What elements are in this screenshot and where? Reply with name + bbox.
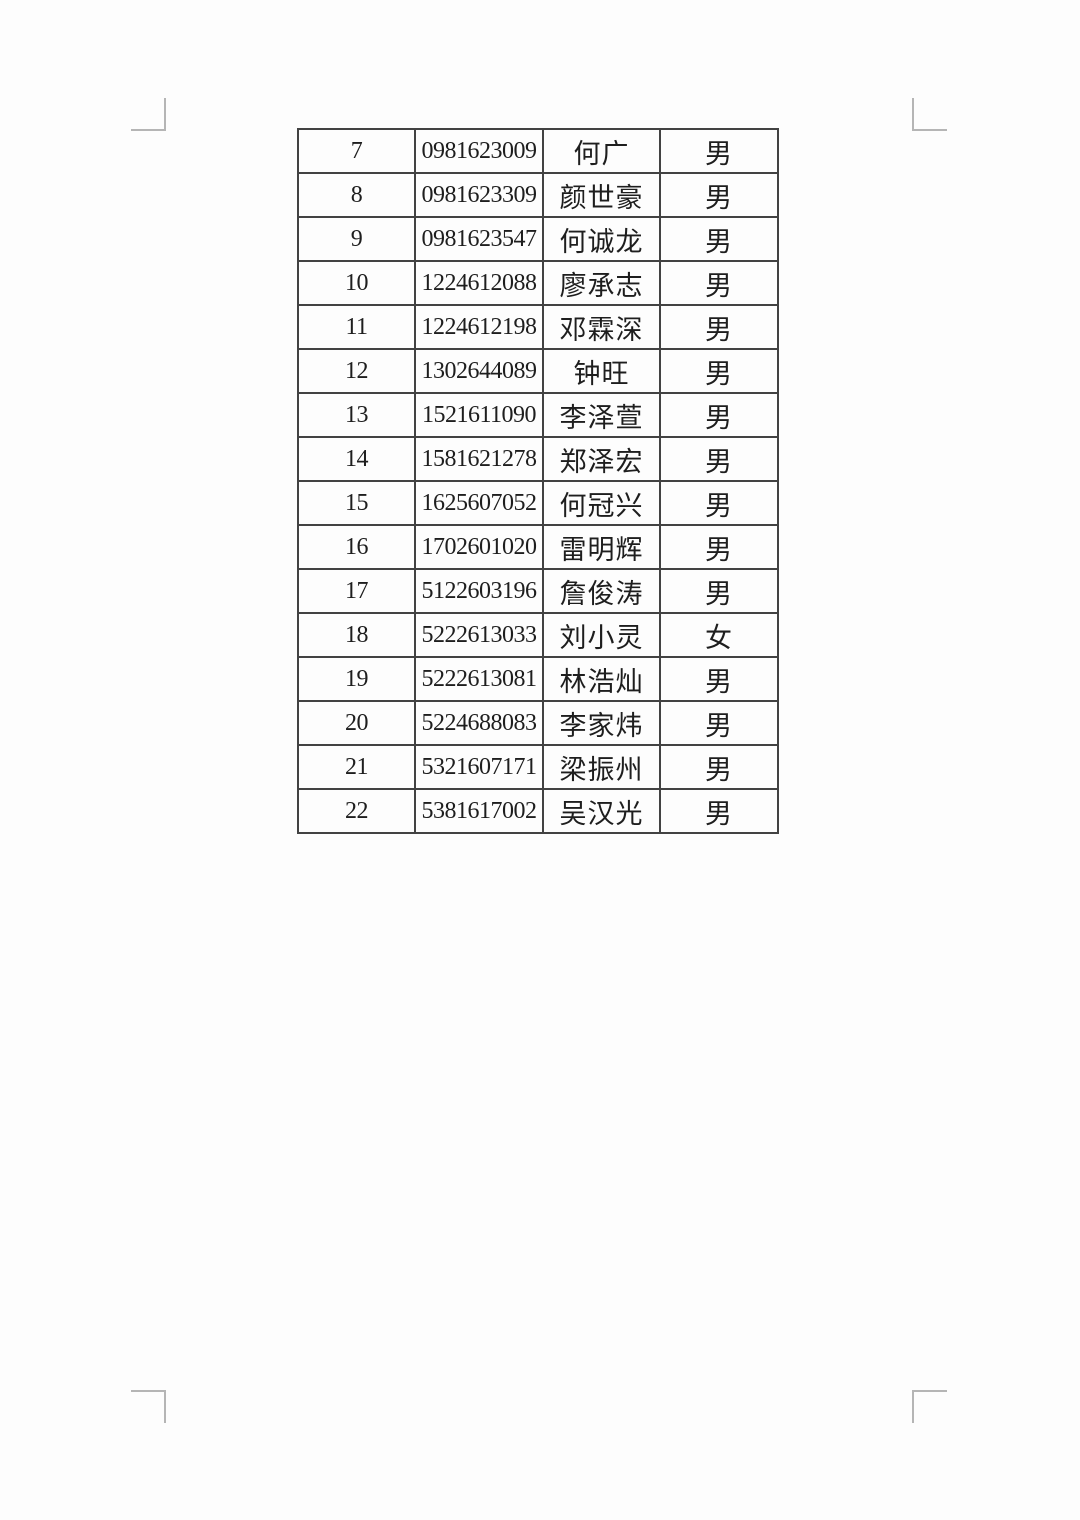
cell-student-id: 1302644089 xyxy=(414,348,544,394)
cell-student-id: 1521611090 xyxy=(414,392,544,438)
cell-index: 18 xyxy=(297,612,416,658)
cell-index: 7 xyxy=(297,128,416,174)
cell-index: 8 xyxy=(297,172,416,218)
table-row: 22 5381617002 吴汉光男 xyxy=(297,788,779,834)
cell-student-id: 1702601020 xyxy=(414,524,544,570)
page-margin-mark-bottom-right-icon xyxy=(912,1390,947,1423)
cell-name: 林浩灿 xyxy=(542,656,661,702)
cell-gender: 男 xyxy=(659,744,779,790)
cell-index: 10 xyxy=(297,260,416,306)
cell-gender: 男 xyxy=(659,524,779,570)
table-row: 8 0981623309 颜世豪男 xyxy=(297,172,779,218)
cell-student-id: 5381617002 xyxy=(414,788,544,834)
cell-name: 何冠兴 xyxy=(542,480,661,526)
table-row: 19 5222613081 林浩灿男 xyxy=(297,656,779,702)
cell-gender: 男 xyxy=(659,700,779,746)
cell-index: 9 xyxy=(297,216,416,262)
cell-student-id: 5222613081 xyxy=(414,656,544,702)
table-row: 16 1702601020 雷明辉男 xyxy=(297,524,779,570)
table-row: 21 5321607171 梁振州男 xyxy=(297,744,779,790)
cell-student-id: 1224612198 xyxy=(414,304,544,350)
cell-index: 12 xyxy=(297,348,416,394)
cell-student-id: 0981623547 xyxy=(414,216,544,262)
cell-name: 梁振州 xyxy=(542,744,661,790)
cell-student-id: 5224688083 xyxy=(414,700,544,746)
table-row: 9 0981623547 何诚龙男 xyxy=(297,216,779,262)
cell-gender: 女 xyxy=(659,612,779,658)
cell-student-id: 5222613033 xyxy=(414,612,544,658)
page-margin-mark-bottom-left-icon xyxy=(131,1390,166,1423)
table-row: 10 1224612088 廖承志男 xyxy=(297,260,779,306)
cell-gender: 男 xyxy=(659,656,779,702)
cell-gender: 男 xyxy=(659,304,779,350)
cell-gender: 男 xyxy=(659,788,779,834)
cell-name: 雷明辉 xyxy=(542,524,661,570)
cell-name: 吴汉光 xyxy=(542,788,661,834)
table-row: 14 1581621278 郑泽宏男 xyxy=(297,436,779,482)
student-roster-table: 7 0981623009 何广男 8 0981623309 颜世豪男 9 0981623547… xyxy=(297,128,779,834)
cell-student-id: 1224612088 xyxy=(414,260,544,306)
cell-index: 17 xyxy=(297,568,416,614)
cell-gender: 男 xyxy=(659,216,779,262)
cell-index: 16 xyxy=(297,524,416,570)
cell-name: 李泽萱 xyxy=(542,392,661,438)
cell-student-id: 5321607171 xyxy=(414,744,544,790)
table-row: 13 1521611090 李泽萱男 xyxy=(297,392,779,438)
cell-index: 21 xyxy=(297,744,416,790)
table-row: 7 0981623009 何广男 xyxy=(297,128,779,174)
cell-index: 11 xyxy=(297,304,416,350)
cell-name: 邓霖深 xyxy=(542,304,661,350)
cell-gender: 男 xyxy=(659,436,779,482)
table-row: 18 5222613033 刘小灵女 xyxy=(297,612,779,658)
cell-name: 刘小灵 xyxy=(542,612,661,658)
table-row: 20 5224688083 李家炜男 xyxy=(297,700,779,746)
cell-name: 詹俊涛 xyxy=(542,568,661,614)
cell-index: 13 xyxy=(297,392,416,438)
cell-student-id: 1581621278 xyxy=(414,436,544,482)
cell-gender: 男 xyxy=(659,568,779,614)
cell-index: 19 xyxy=(297,656,416,702)
cell-index: 15 xyxy=(297,480,416,526)
cell-gender: 男 xyxy=(659,128,779,174)
cell-gender: 男 xyxy=(659,172,779,218)
table-row: 15 1625607052 何冠兴男 xyxy=(297,480,779,526)
cell-name: 李家炜 xyxy=(542,700,661,746)
page-margin-mark-top-right-icon xyxy=(912,98,947,131)
cell-student-id: 5122603196 xyxy=(414,568,544,614)
cell-index: 14 xyxy=(297,436,416,482)
cell-name: 郑泽宏 xyxy=(542,436,661,482)
page-margin-mark-top-left-icon xyxy=(131,98,166,131)
cell-gender: 男 xyxy=(659,392,779,438)
cell-student-id: 0981623009 xyxy=(414,128,544,174)
cell-gender: 男 xyxy=(659,348,779,394)
cell-index: 22 xyxy=(297,788,416,834)
cell-name: 何诚龙 xyxy=(542,216,661,262)
cell-gender: 男 xyxy=(659,260,779,306)
cell-gender: 男 xyxy=(659,480,779,526)
table-row: 17 5122603196 詹俊涛男 xyxy=(297,568,779,614)
cell-student-id: 1625607052 xyxy=(414,480,544,526)
table-row: 11 1224612198 邓霖深男 xyxy=(297,304,779,350)
table-row: 12 1302644089 钟旺男 xyxy=(297,348,779,394)
cell-name: 钟旺 xyxy=(542,348,661,394)
cell-student-id: 0981623309 xyxy=(414,172,544,218)
cell-name: 颜世豪 xyxy=(542,172,661,218)
cell-name: 何广 xyxy=(542,128,661,174)
cell-name: 廖承志 xyxy=(542,260,661,306)
roster-body: 7 0981623009 何广男 8 0981623309 颜世豪男 9 0981623547… xyxy=(297,128,779,834)
cell-index: 20 xyxy=(297,700,416,746)
